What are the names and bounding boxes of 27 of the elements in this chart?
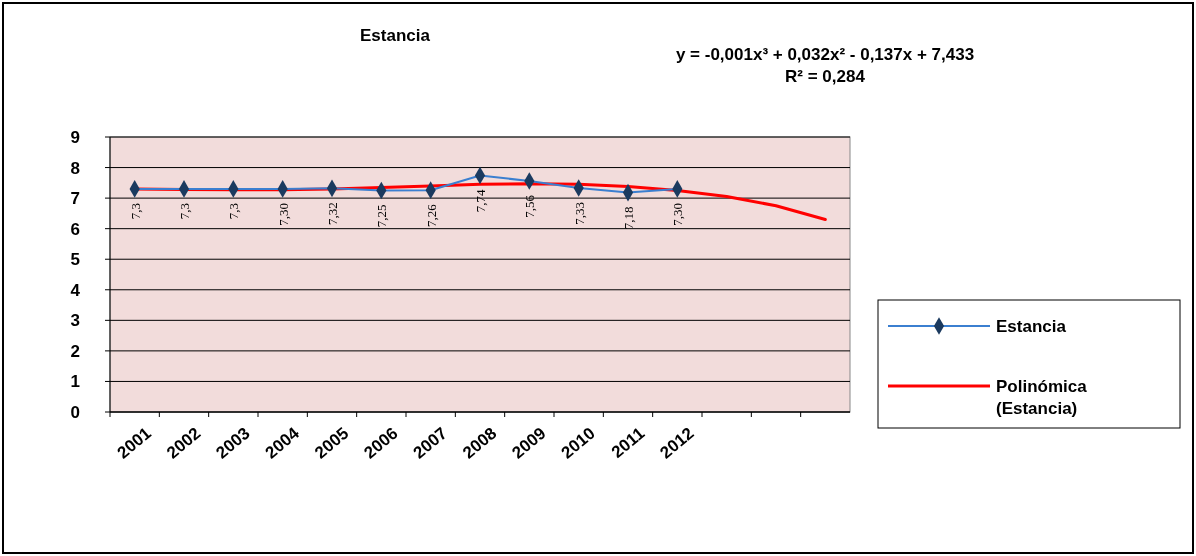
y-tick-label: 8	[70, 158, 80, 178]
y-tick-label: 5	[70, 250, 80, 270]
y-tick-label: 1	[70, 372, 80, 392]
data-label: 7,56	[522, 194, 538, 218]
data-label: 7,18	[621, 206, 636, 230]
chart-title: Estancia	[360, 26, 431, 45]
y-tick-label: 4	[70, 280, 81, 300]
data-label: 7,25	[374, 204, 390, 228]
data-label: 7,3	[127, 202, 143, 220]
data-label: 7,74	[473, 189, 488, 213]
text: Estancia	[996, 316, 1067, 336]
data-label: 7,3	[177, 202, 192, 220]
data-label: 7,30	[670, 202, 686, 226]
text: Polinómica (Estancia)	[996, 376, 1088, 419]
data-label: 7,32	[325, 202, 340, 226]
text: y = -0,001x³ + 0,032x² - 0,137x + 7,433	[675, 45, 975, 64]
data-label: 7,26	[423, 203, 439, 227]
y-tick-label: 6	[70, 219, 80, 239]
y-tick-label: 2	[70, 341, 80, 361]
y-tick-label: 3	[70, 311, 80, 331]
data-label: 7,33	[571, 202, 587, 225]
data-label: 7,30	[275, 202, 291, 226]
y-tick-label: 9	[70, 127, 80, 147]
text: R² = 0,284	[785, 67, 866, 86]
y-tick-label: 7	[70, 189, 80, 209]
data-label: 7,3	[226, 202, 242, 220]
y-tick-label: 0	[70, 402, 80, 422]
